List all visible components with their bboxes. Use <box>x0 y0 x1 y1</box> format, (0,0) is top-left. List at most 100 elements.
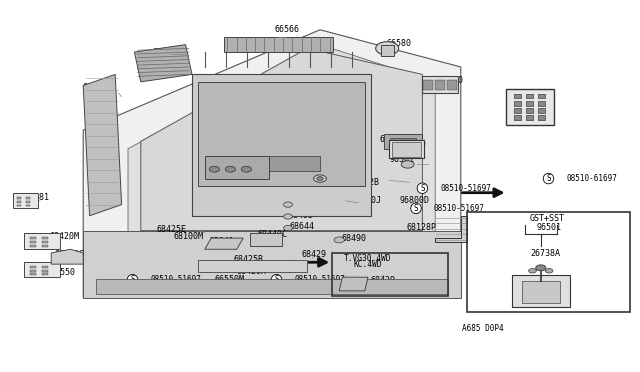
Circle shape <box>334 237 344 243</box>
Polygon shape <box>51 249 83 264</box>
Text: 68440C: 68440C <box>257 230 287 239</box>
Text: 68128P: 68128P <box>406 223 436 232</box>
Text: S: S <box>130 275 135 284</box>
Bar <box>42 270 48 272</box>
Text: KC.4WD: KC.4WD <box>353 260 381 269</box>
Text: 66532B: 66532B <box>350 178 380 187</box>
Polygon shape <box>205 238 243 249</box>
Circle shape <box>376 42 399 55</box>
Circle shape <box>225 166 236 172</box>
Bar <box>522 281 560 303</box>
Bar <box>17 197 21 199</box>
Text: 66580: 66580 <box>386 39 412 48</box>
Bar <box>526 115 533 120</box>
Bar <box>24 232 60 249</box>
Bar <box>17 201 21 203</box>
Text: 68429: 68429 <box>301 250 326 259</box>
Bar <box>389 140 424 158</box>
Circle shape <box>317 177 323 180</box>
Text: 68920G: 68920G <box>54 250 84 259</box>
Circle shape <box>545 269 553 273</box>
Bar <box>514 108 521 113</box>
Polygon shape <box>198 260 307 272</box>
Bar <box>423 80 433 90</box>
Polygon shape <box>83 74 122 216</box>
Bar <box>332 253 448 296</box>
Text: S: S <box>413 204 419 213</box>
Text: 66550: 66550 <box>50 268 76 277</box>
Circle shape <box>284 214 292 219</box>
Bar <box>392 142 421 157</box>
Text: 66581: 66581 <box>24 193 50 202</box>
Text: A685 D0P4: A685 D0P4 <box>462 324 504 333</box>
Bar <box>526 94 533 99</box>
Circle shape <box>401 161 414 168</box>
Bar <box>384 134 422 149</box>
Polygon shape <box>224 37 333 52</box>
Text: 68450: 68450 <box>379 135 404 144</box>
Circle shape <box>284 225 292 231</box>
Circle shape <box>529 269 536 273</box>
Bar <box>24 262 60 277</box>
Circle shape <box>536 265 546 271</box>
Bar <box>538 101 545 106</box>
Text: 66550M: 66550M <box>214 275 244 284</box>
Bar <box>42 245 48 247</box>
Polygon shape <box>83 30 461 298</box>
Text: 66590: 66590 <box>512 90 538 99</box>
Bar <box>26 197 30 199</box>
Text: S: S <box>546 174 551 183</box>
Bar <box>390 138 416 145</box>
Polygon shape <box>141 48 422 231</box>
Circle shape <box>241 166 252 172</box>
Bar <box>42 273 48 275</box>
Bar <box>538 108 545 113</box>
Text: 08510-51697: 08510-51697 <box>440 184 491 193</box>
Text: 25041: 25041 <box>209 237 235 246</box>
Bar <box>269 156 320 171</box>
Text: T.VG30.4WD: T.VG30.4WD <box>344 254 391 263</box>
Bar <box>30 237 36 239</box>
Bar <box>381 45 394 56</box>
Polygon shape <box>96 279 448 294</box>
Bar <box>514 94 521 99</box>
Bar <box>42 266 48 268</box>
Polygon shape <box>134 45 192 82</box>
Text: 08510-51697: 08510-51697 <box>150 275 201 284</box>
Text: 68100M: 68100M <box>174 232 204 241</box>
Text: 68491: 68491 <box>310 172 336 181</box>
Text: 68425E: 68425E <box>157 225 186 234</box>
Bar <box>42 241 48 243</box>
Polygon shape <box>339 277 368 291</box>
Polygon shape <box>435 216 467 242</box>
Polygon shape <box>192 74 371 216</box>
Bar <box>17 205 21 206</box>
Bar <box>205 156 269 179</box>
Text: 66566: 66566 <box>274 25 300 34</box>
Bar <box>467 212 630 312</box>
Bar <box>512 275 570 307</box>
Bar <box>538 94 545 99</box>
Bar <box>30 245 36 247</box>
Bar <box>30 266 36 268</box>
Text: 68490: 68490 <box>341 234 367 243</box>
Polygon shape <box>250 232 282 246</box>
Text: 68425B: 68425B <box>234 255 263 264</box>
Polygon shape <box>128 45 435 268</box>
Text: 68420H: 68420H <box>237 267 266 276</box>
Bar <box>422 76 458 93</box>
Bar <box>26 201 30 203</box>
Bar <box>435 80 445 90</box>
Text: 08510-51697: 08510-51697 <box>294 275 345 284</box>
Circle shape <box>284 202 292 207</box>
Text: 96800D: 96800D <box>399 196 429 205</box>
Bar <box>514 115 521 120</box>
Polygon shape <box>198 82 365 186</box>
Text: 66567: 66567 <box>82 83 108 92</box>
Text: 68644: 68644 <box>289 222 315 231</box>
Text: 66596: 66596 <box>152 48 178 57</box>
Text: S: S <box>420 184 425 193</box>
Bar <box>514 101 521 106</box>
Bar <box>526 108 533 113</box>
Text: 08510-51697: 08510-51697 <box>434 204 484 213</box>
